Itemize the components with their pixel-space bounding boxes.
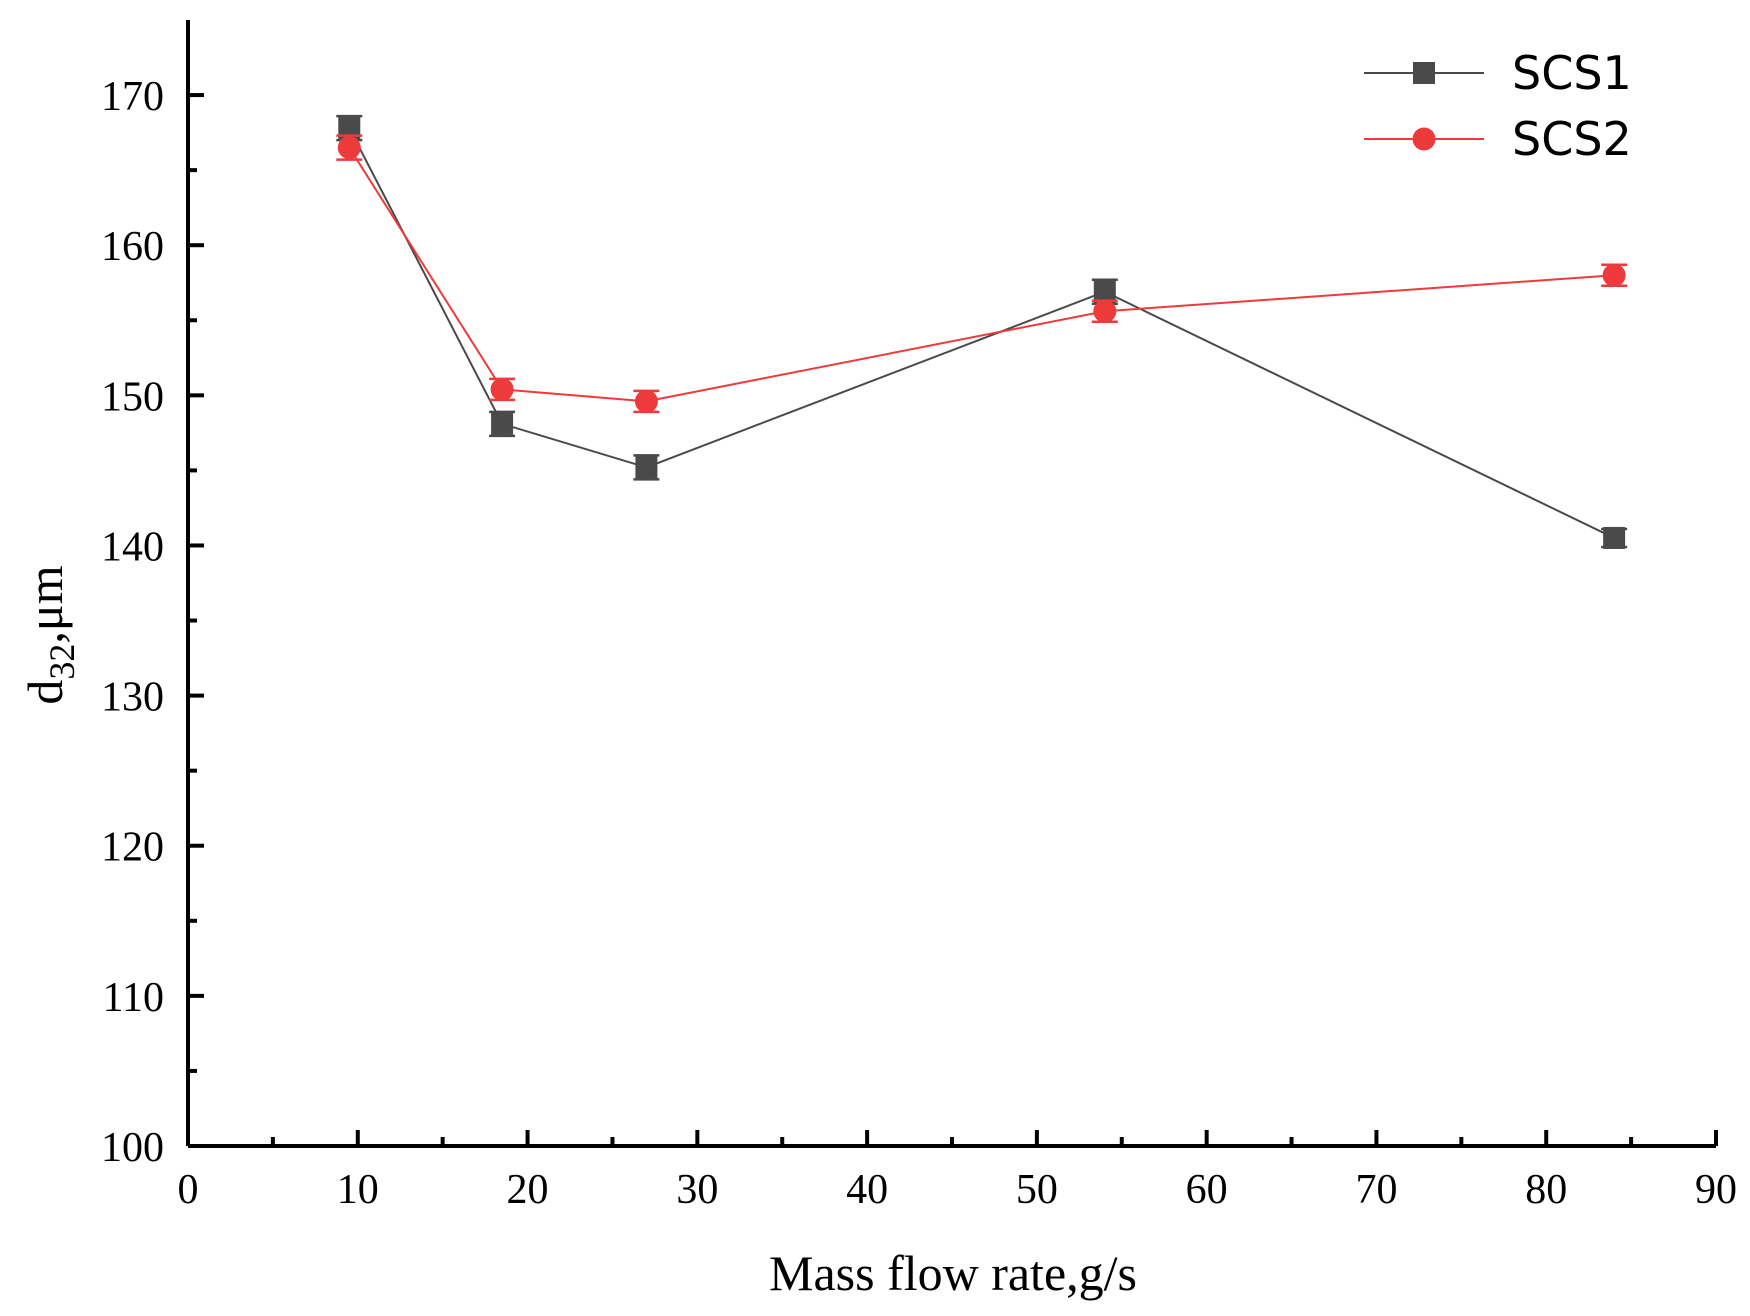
- series-scs2: [336, 134, 1628, 414]
- y-tick-label: 100: [101, 1125, 164, 1171]
- y-tick-label: 110: [103, 975, 164, 1021]
- x-tick-label: 60: [1186, 1167, 1228, 1213]
- legend: SCS1 SCS2: [1364, 46, 1632, 166]
- series-line: [348, 147, 1615, 403]
- y-tick-label: 120: [101, 825, 164, 871]
- y-tick-label: 160: [101, 224, 164, 270]
- x-tick-label: 40: [846, 1167, 888, 1213]
- x-tick-label: 50: [1016, 1167, 1058, 1213]
- y-tick-label: 140: [101, 524, 164, 570]
- x-tick-label: 10: [337, 1167, 379, 1213]
- data-point: [1093, 280, 1116, 303]
- data-point: [1603, 526, 1626, 549]
- legend-item-scs1: SCS1: [1364, 46, 1632, 100]
- legend-item-scs2: SCS2: [1364, 112, 1632, 166]
- x-axis-title: Mass flow rate,g/s: [769, 1245, 1137, 1301]
- legend-marker: [1413, 62, 1435, 84]
- data-point: [491, 412, 514, 435]
- legend-marker: [1412, 127, 1436, 151]
- y-axis-title-subscript: 32: [42, 644, 82, 680]
- y-axis-title-main: d: [17, 680, 73, 705]
- data-point: [1602, 263, 1626, 287]
- series-scs1: [336, 114, 1628, 549]
- y-tick-label: 170: [101, 74, 164, 120]
- data-point: [634, 389, 658, 413]
- legend-label: SCS1: [1512, 46, 1632, 100]
- series-layer: [336, 114, 1628, 549]
- y-axis-title-unit: ,μm: [17, 565, 73, 643]
- data-point: [490, 377, 514, 401]
- x-tick-label: 30: [676, 1167, 718, 1213]
- data-point: [1093, 299, 1117, 323]
- x-tick-label: 70: [1355, 1167, 1397, 1213]
- legend-label: SCS2: [1512, 112, 1632, 166]
- x-tick-label: 20: [507, 1167, 549, 1213]
- data-point: [635, 456, 658, 479]
- y-tick-label: 150: [101, 374, 164, 420]
- data-point: [337, 136, 361, 160]
- x-tick-label: 0: [178, 1167, 199, 1213]
- data-point: [338, 117, 361, 140]
- y-tick-label: 130: [101, 675, 164, 721]
- axes: 0 10 20 30 40 50 60 70 80 90 100 110 120 130 140 150 160…: [101, 20, 1737, 1213]
- x-tick-label: 80: [1525, 1167, 1567, 1213]
- series-line: [348, 127, 1615, 539]
- x-tick-label: 90: [1695, 1167, 1737, 1213]
- y-axis-title: d32,μm: [17, 565, 82, 704]
